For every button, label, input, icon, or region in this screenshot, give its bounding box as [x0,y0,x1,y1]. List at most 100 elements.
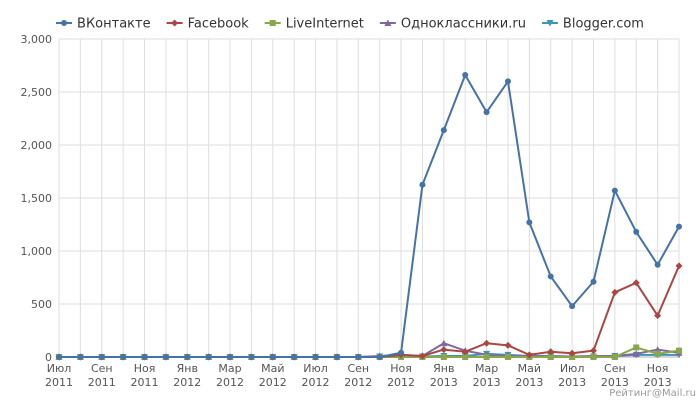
data-point [654,261,661,268]
data-point [569,354,576,360]
data-point [205,354,212,360]
data-point [227,354,234,360]
legend-label: Facebook [188,17,250,32]
series-group [55,262,683,361]
x-tick-label-year: 2012 [344,376,372,389]
data-point [483,354,490,360]
series-line [59,265,680,358]
y-tick-label: 2,500 [21,86,53,99]
series-layer [55,72,683,361]
data-point [440,354,447,360]
data-point [525,351,533,359]
legend-swatch-marker [384,19,392,26]
data-point [633,228,640,235]
legend-swatch-marker [269,20,276,26]
legend-swatch-marker [171,19,179,27]
data-point [676,347,682,354]
data-point [676,223,682,230]
legend-swatch-marker [61,20,68,26]
legend-item: Facebook [166,17,250,32]
data-point [333,354,340,360]
data-point [398,349,405,356]
data-point [654,350,661,357]
x-tick-label-month: Ноя [647,362,669,375]
series-line [59,342,680,358]
legend: ВКонтакте Facebook LiveInternet Одноклассни… [56,17,644,32]
data-point [141,354,148,360]
x-tick-label-month: Май [261,362,284,375]
x-tick-label-month: Сен [91,362,113,375]
data-point [376,354,383,360]
x-tick-label-year: 2012 [259,376,287,389]
data-point [633,344,640,351]
data-point [440,127,447,134]
x-tick-label-year: 2011 [131,376,159,389]
x-tick-label-year: 2013 [515,376,543,389]
legend-label: Одноклассники.ru [401,17,526,32]
x-tick-label-month: Июл [303,362,328,375]
x-tick-label-year: 2012 [387,376,415,389]
data-point [504,354,511,360]
series-line [59,74,680,358]
legend-item: Одноклассники.ru [379,17,526,32]
data-point [568,349,576,357]
data-point [248,354,255,360]
data-point [590,278,597,285]
data-point [483,109,490,116]
data-point [418,352,426,360]
legend-swatch-marker [546,20,554,27]
x-tick-label-month: Июл [47,362,72,375]
data-point [504,78,511,85]
data-point [440,339,448,347]
legend-label: ВКонтакте [77,17,151,32]
data-point [269,354,276,360]
data-point [312,354,319,360]
data-point [440,346,448,354]
legend-item: LiveInternet [264,17,364,32]
y-tick-label: 0 [45,351,52,364]
data-point [632,350,640,357]
legend-item: Blogger.com [541,17,644,32]
x-tick-label-year: 2013 [473,376,501,389]
data-point [547,348,555,356]
x-tick-label-year: 2013 [558,376,586,389]
data-point [589,347,597,355]
data-point [462,354,469,360]
x-tick-label-year: 2012 [173,376,201,389]
grid [58,38,680,358]
y-tick-label: 500 [31,298,52,311]
x-tick-label-year: 2011 [88,376,116,389]
legend-label: LiveInternet [286,17,364,32]
data-point [355,354,362,360]
x-tick-label-month: Сен [604,362,626,375]
data-point [162,354,169,360]
x-tick-label-year: 2013 [644,376,672,389]
data-point [98,354,105,360]
x-tick-label-month: Сен [347,362,369,375]
data-point [184,354,191,360]
data-point [291,354,298,360]
data-point [419,181,426,188]
data-point [504,341,512,349]
x-tick-label-year: 2013 [601,376,629,389]
x-tick-label-month: Мар [218,362,241,375]
data-point [569,303,576,310]
x-tick-label-month: Ноя [134,362,156,375]
x-tick-label-year: 2012 [216,376,244,389]
y-tick-label: 3,000 [21,33,53,46]
x-tick-label-month: Янв [177,362,198,375]
data-point [611,354,618,360]
x-tick-label-year: 2011 [45,376,73,389]
legend-item: ВКонтакте [56,17,151,32]
y-tick-label: 2,000 [21,139,53,152]
y-tick-label: 1,000 [21,245,53,258]
data-point [675,262,683,270]
watermark: Рейтинг@Mail.ru [609,388,696,399]
x-tick-label-month: Ноя [390,362,412,375]
legend-label: Blogger.com [563,17,644,32]
axes: 05001,0001,5002,0002,5003,000Июл2011Сен2… [21,33,679,389]
data-point [590,354,597,360]
data-point [462,72,469,79]
data-point [547,273,554,280]
